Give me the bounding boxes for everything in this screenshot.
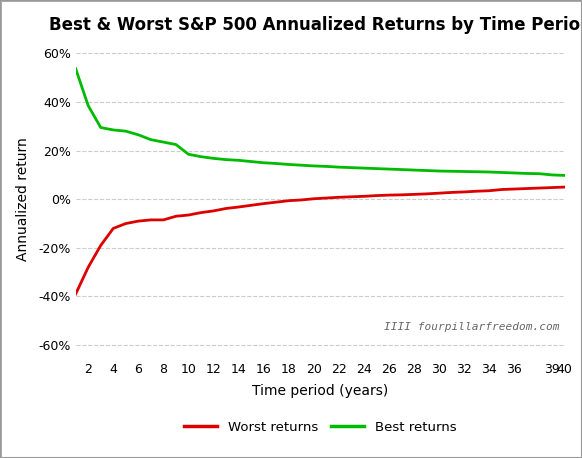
Worst returns — [273, 199, 280, 205]
Worst returns — [385, 192, 392, 198]
Worst returns — [160, 217, 167, 223]
Worst returns — [536, 185, 543, 191]
Worst returns — [147, 217, 154, 223]
Worst returns — [448, 190, 455, 195]
Best returns — [185, 152, 192, 157]
Worst returns — [185, 213, 192, 218]
Legend: Worst returns, Best returns: Worst returns, Best returns — [179, 415, 462, 439]
Best returns — [348, 165, 355, 170]
Worst returns — [72, 291, 79, 297]
Worst returns — [135, 218, 142, 224]
Best returns — [473, 169, 480, 174]
Best returns — [423, 168, 430, 173]
Worst returns — [85, 265, 92, 270]
Best returns — [360, 165, 367, 171]
Line: Worst returns: Worst returns — [76, 187, 565, 294]
Worst returns — [473, 188, 480, 194]
Best returns — [285, 162, 292, 167]
Worst returns — [335, 195, 342, 200]
Best returns — [536, 171, 543, 176]
Best returns — [373, 166, 380, 171]
Best returns — [222, 157, 229, 162]
Worst returns — [436, 191, 443, 196]
Best returns — [72, 66, 79, 71]
Best returns — [110, 127, 117, 133]
Title: Best & Worst S&P 500 Annualized Returns by Time Period: Best & Worst S&P 500 Annualized Returns … — [49, 16, 582, 34]
Best returns — [561, 173, 568, 178]
Worst returns — [360, 194, 367, 199]
Best returns — [273, 161, 280, 166]
Best returns — [498, 170, 505, 175]
Best returns — [461, 169, 468, 174]
Worst returns — [235, 204, 242, 210]
Best returns — [172, 142, 179, 147]
Best returns — [335, 164, 342, 170]
Worst returns — [122, 221, 129, 226]
Best returns — [411, 167, 418, 173]
Worst returns — [210, 208, 217, 213]
Worst returns — [197, 210, 204, 215]
Worst returns — [248, 202, 255, 208]
Worst returns — [548, 185, 555, 191]
Best returns — [260, 160, 267, 165]
Line: Best returns: Best returns — [76, 69, 565, 175]
Best returns — [135, 132, 142, 137]
Best returns — [398, 167, 405, 172]
Worst returns — [97, 243, 104, 248]
Worst returns — [298, 197, 305, 203]
Best returns — [323, 164, 330, 169]
Worst returns — [523, 186, 530, 191]
Worst returns — [561, 184, 568, 190]
Worst returns — [498, 187, 505, 192]
Best returns — [85, 103, 92, 109]
Worst returns — [260, 201, 267, 207]
Best returns — [298, 163, 305, 168]
Best returns — [448, 169, 455, 174]
Worst returns — [411, 191, 418, 197]
Y-axis label: Annualized return: Annualized return — [16, 137, 30, 261]
Best returns — [436, 168, 443, 174]
Worst returns — [373, 193, 380, 198]
Best returns — [235, 158, 242, 163]
Best returns — [197, 154, 204, 159]
X-axis label: Time period (years): Time period (years) — [252, 384, 388, 398]
Worst returns — [222, 206, 229, 211]
Best returns — [486, 169, 493, 175]
Worst returns — [323, 195, 330, 201]
Best returns — [511, 170, 518, 176]
Best returns — [385, 166, 392, 172]
Worst returns — [486, 188, 493, 193]
Worst returns — [398, 192, 405, 197]
Worst returns — [285, 198, 292, 203]
Best returns — [310, 163, 317, 169]
Worst returns — [310, 196, 317, 202]
Best returns — [147, 137, 154, 142]
Best returns — [248, 159, 255, 164]
Best returns — [210, 156, 217, 161]
Worst returns — [423, 191, 430, 196]
Best returns — [160, 139, 167, 145]
Best returns — [548, 172, 555, 178]
Best returns — [122, 128, 129, 134]
Worst returns — [348, 194, 355, 200]
Best returns — [97, 125, 104, 130]
Worst returns — [461, 189, 468, 195]
Worst returns — [172, 213, 179, 219]
Worst returns — [110, 226, 117, 231]
Text: IIII fourpillarfreedom.com: IIII fourpillarfreedom.com — [384, 322, 560, 332]
Best returns — [523, 171, 530, 176]
Worst returns — [511, 186, 518, 192]
